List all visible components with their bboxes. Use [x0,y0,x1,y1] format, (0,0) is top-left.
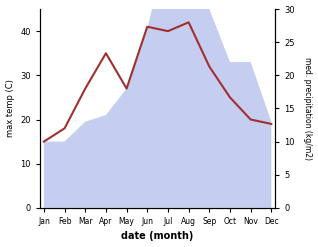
X-axis label: date (month): date (month) [121,231,194,242]
Y-axis label: max temp (C): max temp (C) [5,80,15,137]
Y-axis label: med. precipitation (kg/m2): med. precipitation (kg/m2) [303,57,313,160]
